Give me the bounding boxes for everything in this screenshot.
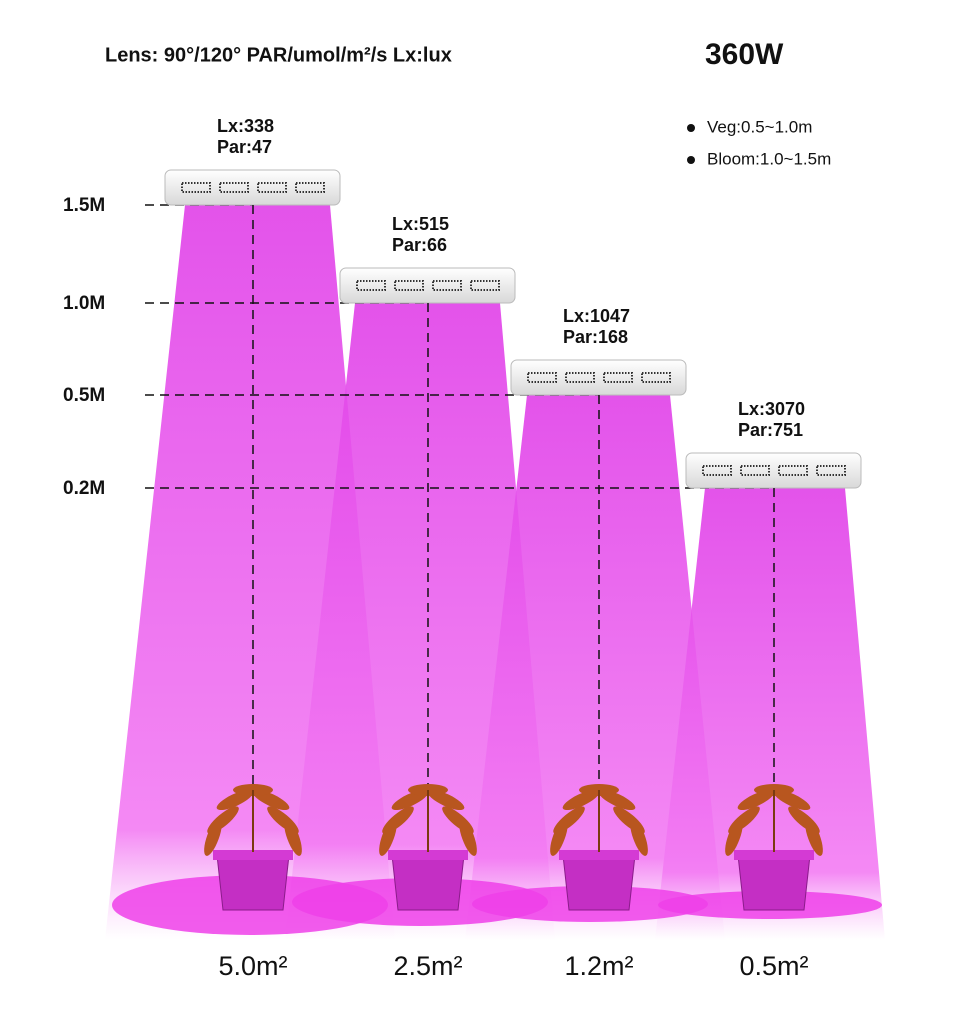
pot bbox=[216, 854, 290, 911]
pot-rim bbox=[213, 850, 293, 860]
lux-label: Lx:3070 bbox=[738, 399, 805, 419]
lamp-vent bbox=[816, 465, 846, 476]
area-label: 2.5m² bbox=[393, 951, 462, 981]
leaf bbox=[379, 818, 397, 856]
pot-rim bbox=[388, 850, 468, 860]
par-label: Par:168 bbox=[563, 327, 628, 347]
pot-rim bbox=[559, 850, 639, 860]
height-label: 0.5M bbox=[63, 385, 105, 406]
par-label: Par:47 bbox=[217, 137, 272, 157]
leaf bbox=[284, 818, 302, 856]
leaf bbox=[459, 818, 477, 856]
lamp-vent bbox=[740, 465, 770, 476]
lamp bbox=[685, 452, 862, 489]
lamp-vent bbox=[527, 372, 557, 383]
leaf bbox=[550, 818, 568, 856]
legend-item: Veg:0.5~1.0m bbox=[707, 117, 812, 136]
lamp-vent bbox=[181, 182, 211, 193]
pot bbox=[737, 854, 811, 911]
light-beam bbox=[655, 488, 885, 940]
leaf bbox=[630, 818, 648, 856]
lamp-vent bbox=[394, 280, 424, 291]
lamp-vent bbox=[432, 280, 462, 291]
legend-item: Bloom:1.0~1.5m bbox=[707, 149, 831, 168]
lamp bbox=[164, 169, 341, 206]
lamp-vent bbox=[778, 465, 808, 476]
lux-label: Lx:515 bbox=[392, 214, 449, 234]
leaf bbox=[805, 818, 823, 856]
pot bbox=[391, 854, 465, 911]
beams bbox=[105, 205, 885, 940]
lamp-vent bbox=[603, 372, 633, 383]
lamp-vent bbox=[356, 280, 386, 291]
area-label: 5.0m² bbox=[218, 951, 287, 981]
lamp-vent bbox=[470, 280, 500, 291]
height-label: 1.5M bbox=[63, 195, 105, 216]
par-label: Par:66 bbox=[392, 235, 447, 255]
height-label: 1.0M bbox=[63, 293, 105, 314]
lamp-vent bbox=[565, 372, 595, 383]
light-beam bbox=[465, 395, 725, 940]
bullet bbox=[687, 124, 695, 132]
leaf bbox=[725, 818, 743, 856]
area-label: 0.5m² bbox=[739, 951, 808, 981]
lux-label: Lx:1047 bbox=[563, 306, 630, 326]
lamp-vent bbox=[257, 182, 287, 193]
par-label: Par:751 bbox=[738, 420, 803, 440]
leaf bbox=[204, 818, 222, 856]
lamp-vent bbox=[702, 465, 732, 476]
lamp bbox=[339, 267, 516, 304]
height-label: 0.2M bbox=[63, 478, 105, 499]
bullet bbox=[687, 156, 695, 164]
specs: Lens: 90°/120° PAR/umol/m²/s Lx:lux bbox=[105, 44, 452, 66]
pot bbox=[562, 854, 636, 911]
lamp bbox=[510, 359, 687, 396]
content: Lens: 90°/120° PAR/umol/m²/s Lx:lux 360W… bbox=[63, 38, 862, 981]
lamp-vent bbox=[295, 182, 325, 193]
lamp-vent bbox=[641, 372, 671, 383]
power: 360W bbox=[705, 38, 784, 71]
pot-rim bbox=[734, 850, 814, 860]
lux-label: Lx:338 bbox=[217, 116, 274, 136]
area-label: 1.2m² bbox=[564, 951, 633, 981]
lamp-vent bbox=[219, 182, 249, 193]
